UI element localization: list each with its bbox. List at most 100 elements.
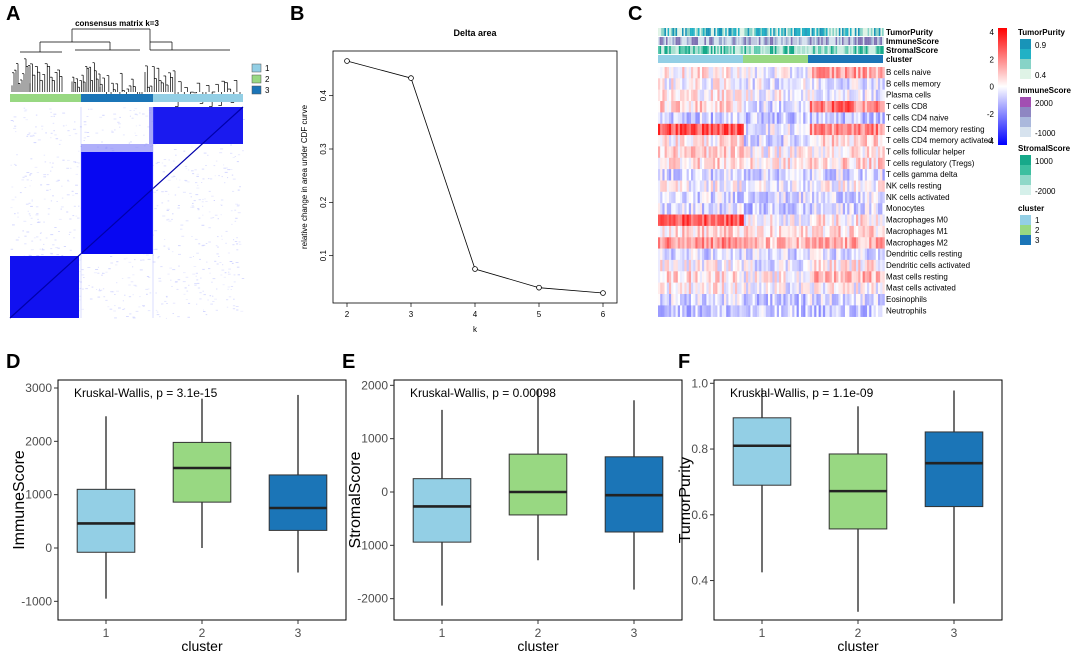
heatmap-cell xyxy=(853,248,857,261)
heatmap-cell xyxy=(754,271,758,283)
heatmap-cell xyxy=(796,214,799,227)
heatmap-cell xyxy=(798,135,802,147)
heatmap-cell xyxy=(757,237,760,249)
matrix-speck xyxy=(208,211,211,213)
matrix-speck xyxy=(161,303,163,305)
matrix-speck xyxy=(74,162,76,164)
consensus-matrix-title: consensus matrix k=3 xyxy=(75,19,159,28)
heatmap-cell xyxy=(781,282,784,295)
heatmap-cell xyxy=(724,237,727,249)
annotation-cell xyxy=(875,46,878,54)
annotation-cell xyxy=(691,46,694,54)
heatmap-cell xyxy=(825,294,828,306)
heatmap-cell xyxy=(814,112,817,124)
heatmap-cell xyxy=(779,271,782,283)
heatmap-cell xyxy=(831,112,835,124)
annotation-cell xyxy=(766,28,769,36)
heatmap-cell xyxy=(851,67,854,79)
heatmap-cell xyxy=(699,259,703,272)
matrix-speck xyxy=(81,274,85,276)
heatmap-cell xyxy=(666,101,670,113)
matrix-speck xyxy=(210,303,213,305)
heatmap-cell xyxy=(849,112,852,124)
annotation-cell xyxy=(752,37,755,45)
heatmap-cell xyxy=(798,78,802,90)
annotation-cell xyxy=(880,46,883,54)
heatmap-cell xyxy=(699,89,703,102)
annotation-cell xyxy=(739,28,742,36)
heatmap-cell xyxy=(845,123,848,136)
matrix-speck xyxy=(124,294,126,296)
heatmap-cell xyxy=(794,282,797,295)
heatmap-cell xyxy=(741,180,744,193)
heatmap-cell xyxy=(805,180,808,193)
heatmap-cell xyxy=(748,248,751,261)
matrix-speck xyxy=(159,316,161,318)
matrix-speck xyxy=(28,202,31,204)
heatmap-cell xyxy=(798,305,802,317)
matrix-speck xyxy=(119,126,121,128)
heatmap-cell xyxy=(816,203,819,215)
matrix-speck xyxy=(160,266,163,268)
heatmap-cell xyxy=(814,169,817,181)
heatmap-cell xyxy=(818,78,821,90)
heatmap-cell xyxy=(693,271,696,283)
heatmap-cell xyxy=(860,203,863,215)
heatmap-cell xyxy=(776,157,780,170)
heatmap-cell xyxy=(761,180,764,193)
heatmap-cell xyxy=(805,259,808,272)
heatmap-cell xyxy=(750,271,753,283)
heatmap-cell xyxy=(719,89,722,102)
heatmap-cell xyxy=(880,146,883,158)
heatmap-cell xyxy=(864,157,868,170)
annotation-cell xyxy=(786,37,788,45)
matrix-speck xyxy=(193,200,196,202)
heatmap-cell xyxy=(765,112,769,124)
matrix-speck xyxy=(122,309,125,310)
heatmap-cell xyxy=(842,135,846,147)
heatmap-cell xyxy=(858,135,861,147)
matrix-speck xyxy=(187,169,190,171)
heatmap-cell xyxy=(759,225,762,238)
heatmap-cell xyxy=(781,146,784,158)
heatmap-cell xyxy=(787,67,791,79)
heatmap-cell xyxy=(794,101,797,113)
annotation-cell xyxy=(686,37,689,45)
heatmap-cell xyxy=(757,214,760,227)
heatmap-cell xyxy=(660,146,663,158)
annotation-cell xyxy=(731,37,734,45)
heatmap-cell xyxy=(803,203,806,215)
heatmap-cell xyxy=(728,89,731,102)
heatmap-cell xyxy=(666,67,670,79)
annotation-cell xyxy=(738,46,740,54)
heatmap-cell xyxy=(715,282,718,295)
heatmap-cell xyxy=(805,78,808,90)
heatmap-cell xyxy=(695,146,698,158)
heatmap-cell xyxy=(882,294,885,306)
heatmap-cell xyxy=(752,169,755,181)
heatmap-cell xyxy=(801,101,804,113)
matrix-speck xyxy=(129,141,132,143)
heatmap-cell xyxy=(785,271,788,283)
matrix-speck xyxy=(185,220,189,222)
heatmap-cell xyxy=(710,294,714,306)
annotation-cell xyxy=(813,46,815,54)
annotation-cell xyxy=(806,46,809,54)
heatmap-cell xyxy=(867,214,870,227)
heatmap-cell xyxy=(728,101,731,113)
heatmap-cell xyxy=(708,191,711,204)
heatmap-cell xyxy=(774,214,777,227)
matrix-speck xyxy=(95,269,99,270)
heatmap-cell xyxy=(691,282,694,295)
heatmap-cell xyxy=(809,101,813,113)
heatmap-cell xyxy=(748,78,751,90)
heatmap-cell xyxy=(787,225,791,238)
heatmap-cell xyxy=(726,237,729,249)
heatmap-cell xyxy=(823,282,826,295)
matrix-speck xyxy=(236,266,240,268)
annotation-cell xyxy=(810,28,812,36)
y-tick-label: 3000 xyxy=(25,381,52,395)
matrix-speck xyxy=(100,289,103,291)
matrix-speck xyxy=(155,248,158,250)
annotation-cell xyxy=(674,28,676,36)
